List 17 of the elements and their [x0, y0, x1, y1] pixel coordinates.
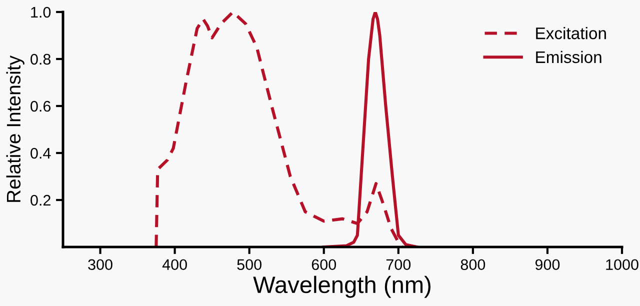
- legend-label: Excitation: [536, 27, 606, 40]
- x-tick-label: 700: [386, 259, 411, 270]
- y-tick-label: 0.8: [30, 54, 51, 65]
- y-axis-title: Relative Intensity: [6, 56, 24, 202]
- y-tick-label: 1.0: [31, 6, 51, 18]
- x-tick-label: 900: [535, 259, 560, 270]
- y-tick-label: 0.2: [30, 194, 50, 206]
- legend-label: Emission: [536, 50, 602, 64]
- x-tick-label: 400: [162, 259, 187, 270]
- x-tick-label: 300: [88, 259, 112, 270]
- y-tick-label: 0.6: [30, 100, 51, 112]
- y-tick-label: 0.4: [30, 148, 51, 159]
- x-axis-title: Wavelength (nm): [253, 276, 430, 298]
- x-tick-label: 600: [312, 259, 336, 270]
- x-tick-label: 500: [237, 259, 262, 270]
- x-tick-label: 1000: [606, 259, 638, 270]
- x-tick-label: 800: [460, 259, 486, 270]
